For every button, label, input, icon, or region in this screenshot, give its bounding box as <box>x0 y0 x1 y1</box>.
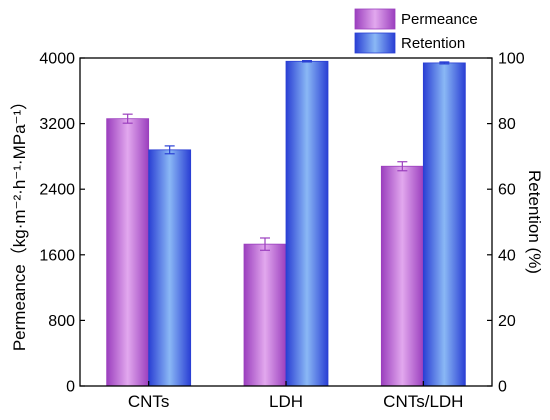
legend-label-permeance: Permeance <box>401 11 478 28</box>
error-bar <box>260 237 270 251</box>
error-bar <box>164 145 175 155</box>
y-tick-label-right: 40 <box>498 247 516 264</box>
y-axis-title-left: Permeance（kg·m⁻²·h⁻¹·MPa⁻¹） <box>10 93 29 351</box>
y-tick-label-right: 20 <box>498 313 516 330</box>
bar-permeance-ldh <box>243 243 287 387</box>
error-bar <box>302 60 312 63</box>
x-tick-label: LDH <box>269 392 303 411</box>
legend-swatch-permeance <box>354 8 396 30</box>
y-tick-label-right: 0 <box>498 379 507 396</box>
bar-retention-ldh <box>285 60 329 387</box>
error-bars-layer <box>122 60 450 251</box>
y-tick-label-left: 3200 <box>39 116 75 133</box>
bar-permeance-cnts <box>106 118 150 387</box>
ticks-layer: CNTs LDH CNTs/LDH 0 800 1600 2400 3200 4000 0 20 40… <box>39 51 524 412</box>
x-tick-label: CNTs <box>128 392 170 411</box>
y-axis-title-right: Retention (%) <box>525 170 544 274</box>
y-tick-label-left: 0 <box>66 379 75 396</box>
bar-retention-cnts-ldh <box>422 62 466 387</box>
y-tick-label-left: 2400 <box>39 182 75 199</box>
error-bar <box>122 113 133 124</box>
x-tick-label: CNTs/LDH <box>383 392 463 411</box>
y-tick-label-right: 80 <box>498 116 516 133</box>
bars-layer <box>106 60 466 387</box>
legend: Permeance Retention <box>354 8 478 54</box>
y-tick-label-right: 60 <box>498 182 516 199</box>
y-tick-label-left: 1600 <box>39 247 75 264</box>
y-tick-label-left: 4000 <box>39 51 75 68</box>
error-bar <box>397 161 408 172</box>
y-tick-label-left: 800 <box>48 313 75 330</box>
legend-swatch-retention <box>354 32 396 54</box>
legend-label-retention: Retention <box>401 35 465 52</box>
bar-retention-cnts <box>148 149 192 387</box>
bar-permeance-cnts-ldh <box>380 165 424 387</box>
y-tick-label-right: 100 <box>498 51 525 68</box>
error-bar <box>439 61 450 65</box>
